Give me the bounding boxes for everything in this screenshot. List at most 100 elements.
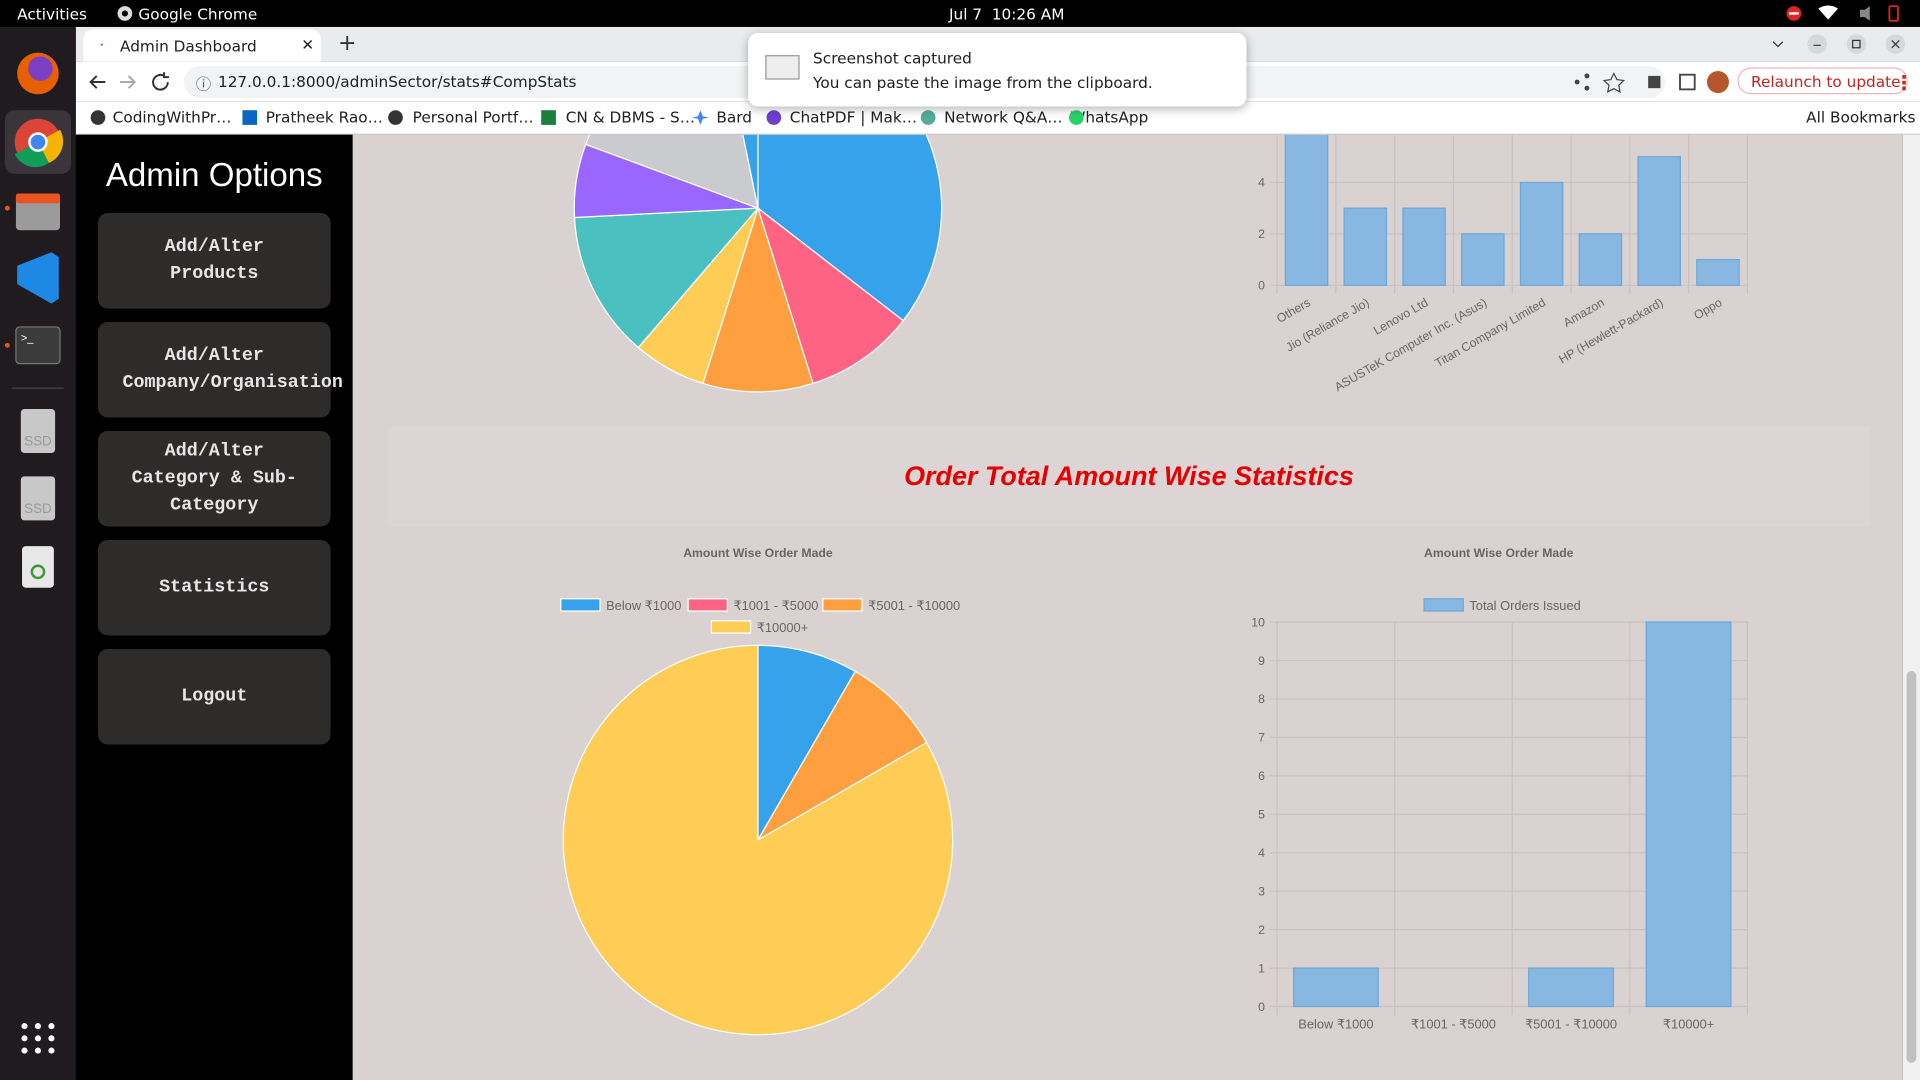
x-tick-label: ₹1001 - ₹5000 [1411,1017,1496,1032]
sidebar-title: Admin Options [105,156,323,194]
dock: >_ SSD SSD [0,26,76,1080]
y-tick-label: 2 [1258,227,1265,241]
nav-button[interactable]: Add/Alter Category & Sub-Category [97,431,331,527]
notification-icon [765,55,800,80]
notification: Screenshot captured You can paste the im… [748,33,1247,107]
bar [1645,621,1732,1008]
y-tick-label: 0 [1258,279,1265,293]
chart-title: Amount Wise Order Made [1424,546,1574,560]
nav-button[interactable]: Statistics [97,540,331,636]
legend-label: ₹10000+ [757,620,808,635]
x-tick-label: HP (Hewlett-Packard) [1556,295,1665,366]
legend-swatch [560,598,601,612]
app-grid[interactable] [21,1023,55,1054]
bar [1519,181,1564,286]
app-name[interactable]: Google Chrome [138,4,258,24]
y-tick-label: 9 [1258,654,1265,668]
bookmark[interactable]: ChatPDF | Mak… [789,107,918,127]
legend-swatch [710,620,752,634]
chart-title: Amount Wise Order Made [683,546,833,560]
bar [1578,233,1623,286]
bookmark[interactable]: Network Q&A… [944,107,1063,127]
y-tick-label: 7 [1258,731,1265,745]
ssd-drive[interactable] [20,476,56,521]
notification-title: Screenshot captured [813,48,972,68]
bar [1292,967,1379,1008]
system-bar: Activities Google Chrome Jul 7 10:26 AM [0,0,1920,27]
terminal[interactable] [15,326,61,365]
pie-slice [757,644,857,843]
new-tab[interactable]: + [337,30,357,57]
bar [1528,967,1614,1008]
ssd-drive[interactable] [20,408,56,454]
content: Order Total Amount Wise Statistics 0 2 4 Ot… [352,134,1903,1080]
activities[interactable]: Activities [17,4,87,24]
relaunch-label: Relaunch to update [1751,72,1901,91]
toolbar-icons[interactable] [1572,71,1731,94]
y-tick-label: 2 [1258,923,1265,937]
all-bookmarks[interactable]: All Bookmarks [1806,107,1916,127]
relaunch-button[interactable]: Relaunch to update [1737,67,1908,95]
nav-button[interactable]: Add/Alter Company/Organisation [97,322,343,418]
y-tick-label: 10 [1251,615,1265,629]
y-tick-label: 6 [1258,769,1265,783]
chrome-icon [117,6,133,21]
x-tick-label: ₹5001 - ₹10000 [1525,1017,1617,1032]
legend-label: Below ₹1000 [606,598,681,613]
bar [1696,258,1740,286]
bookmark[interactable]: WhatsApp [1070,107,1149,127]
pie-slice [562,644,954,1036]
bookmark[interactable]: Personal Portf… [412,107,534,127]
notification-body: You can paste the image from the clipboa… [813,73,1153,92]
dock-label: SSD [24,434,52,449]
legend-label: Total Orders Issued [1469,598,1580,613]
bookmark[interactable]: Bard [716,107,752,127]
nav-label: Add/Alter Category & Sub-Category [131,440,297,516]
legend-swatch [1423,598,1464,612]
status-icons[interactable] [1782,4,1911,24]
legend-swatch [687,598,728,612]
nav-label: Add/Alter Products [164,236,264,285]
bookmark-icons [90,110,1084,125]
clock[interactable]: Jul 7 10:26 AM [948,4,1065,24]
window-controls[interactable] [1768,34,1915,54]
sidebar: Admin Options Add/Alter Products Add/Alt… [75,134,353,1080]
legend-label: ₹5001 - ₹10000 [868,598,960,613]
dock-label: SSD [24,501,52,516]
section-heading: Order Total Amount Wise Statistics [388,426,1870,527]
nav-buttons[interactable] [86,71,172,93]
legend-swatch [822,598,863,612]
scrollbar[interactable] [1902,134,1920,1080]
pie-slice [573,207,760,349]
x-tick-label: Others [1274,295,1313,325]
bookmark[interactable]: CN & DBMS - S… [565,107,696,127]
vscode[interactable] [17,252,59,304]
tab[interactable]: ⸱ Admin Dashboard ✕ [83,29,321,62]
tab-close[interactable]: ✕ [301,35,315,54]
y-tick-label: 4 [1258,846,1265,860]
scroll-thumb[interactable] [1906,671,1917,1063]
nav-label: Logout [181,685,248,707]
y-tick-label: 5 [1258,808,1265,822]
nav-button[interactable]: Add/Alter Products [97,213,331,309]
pie-slice [756,670,928,842]
x-tick-label: ₹10000+ [1663,1017,1714,1032]
y-tick-label: 4 [1258,176,1265,190]
pie-slice [757,134,943,322]
url: 127.0.0.1:8000/adminSector/stats#CompSta… [217,72,577,91]
nav-button[interactable]: Logout [97,648,331,745]
pie-slice [702,206,814,393]
bookmark[interactable]: CodingWithPr… [112,107,232,127]
x-tick-label: Titan Company Limited [1432,295,1548,370]
y-tick-label: 0 [1258,1000,1265,1014]
bar [1284,134,1329,286]
dock-icons: >_ SSD SSD [4,52,72,1054]
bookmark[interactable]: Pratheek Rao… [265,107,383,127]
y-tick-label: 1 [1258,961,1265,975]
y-tick-label: 3 [1258,884,1265,898]
bar [1343,207,1388,286]
x-tick-label: Amazon [1561,295,1607,330]
pie-slice [584,134,759,210]
